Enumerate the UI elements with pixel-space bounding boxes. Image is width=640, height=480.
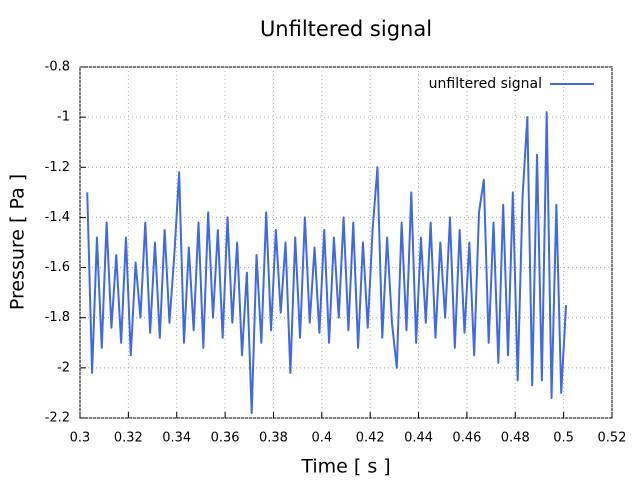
- y-axis-label: Pressure [ Pa ]: [7, 174, 29, 310]
- y-tick-label: -2: [57, 360, 70, 375]
- x-tick-label: 0.32: [114, 431, 143, 446]
- x-axis-label: Time [ s ]: [300, 456, 390, 478]
- y-tick-label: -1.4: [45, 210, 70, 225]
- plot-frame: [79, 66, 613, 419]
- x-tick-label: 0.38: [259, 431, 288, 446]
- x-tick-label: 0.5: [553, 431, 574, 446]
- legend-label: unfiltered signal: [429, 76, 542, 92]
- y-tick-label: -0.8: [45, 60, 70, 75]
- y-tick-label: -1.8: [45, 310, 70, 325]
- y-tick-label: -1.6: [45, 260, 70, 275]
- chart-title: Unfiltered signal: [260, 17, 432, 41]
- y-tick-label: -1.2: [45, 160, 70, 175]
- x-tick-label: 0.36: [211, 431, 240, 446]
- y-tick-label: -2.2: [45, 411, 70, 426]
- x-tick-label: 0.34: [162, 431, 191, 446]
- y-tick-label: -1: [57, 110, 70, 125]
- x-tick-label: 0.3: [70, 431, 91, 446]
- data-line: [86, 111, 568, 414]
- x-tick-label: 0.52: [598, 431, 627, 446]
- x-tick-label: 0.4: [311, 431, 332, 446]
- x-tick-label: 0.48: [501, 431, 530, 446]
- x-tick-label: 0.46: [452, 431, 481, 446]
- x-tick-label: 0.44: [404, 431, 433, 446]
- x-tick-label: 0.42: [356, 431, 385, 446]
